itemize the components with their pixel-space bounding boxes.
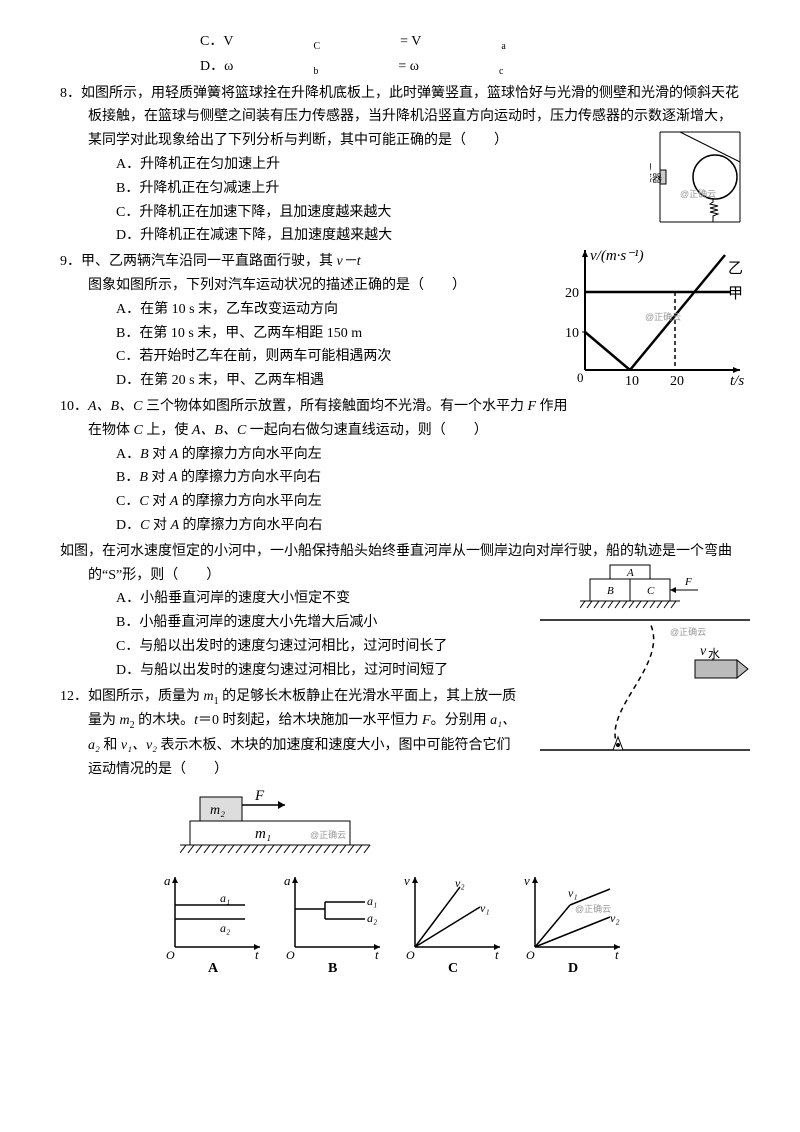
figure-vt-chart: 0 10 20 10 20 v/(m·s⁻¹) t/s 乙 甲 @正确云 xyxy=(555,240,750,390)
option-d: D．ωb = ωc xyxy=(200,55,583,80)
question-7-tail: C．VC = Va D．ωb = ωc xyxy=(60,30,740,80)
svg-text:@正确云: @正确云 xyxy=(310,829,346,840)
option-d: D．C 对 A 的摩擦力方向水平向右 xyxy=(116,514,740,538)
svg-text:a₂: a₂ xyxy=(220,921,230,935)
svg-text:t/s: t/s xyxy=(730,373,744,389)
option-b: B．B 对 A 的摩擦力方向水平向右 xyxy=(116,466,740,490)
svg-text:m₂: m₂ xyxy=(210,803,225,818)
svg-text:10: 10 xyxy=(625,374,639,389)
svg-text:O: O xyxy=(406,948,415,962)
option-a: A．升降机正在匀加速上升 xyxy=(116,153,740,177)
svg-text:D: D xyxy=(568,961,578,976)
figure-elevator-spring: 压力 传感器 @正确云 xyxy=(650,122,750,242)
question-10: 10．A、B、C 三个物体如图所示放置，所有接触面均不光滑。有一个水平力 F 作… xyxy=(60,395,740,538)
option-c: C．C 对 A 的摩擦力方向水平向左 xyxy=(116,490,740,514)
svg-text:F: F xyxy=(254,788,265,804)
svg-text:10: 10 xyxy=(565,326,579,341)
svg-text:a: a xyxy=(284,873,291,888)
svg-text:@正确云: @正确云 xyxy=(645,311,681,322)
svg-text:传感器: 传感器 xyxy=(650,172,662,185)
figure-answer-charts: O t a a₁ a₂ A O t a a₁ a₂ B xyxy=(60,867,740,977)
svg-text:v₁: v₁ xyxy=(480,901,490,915)
option-c: C．VC = Va xyxy=(200,30,586,55)
option-a: A．B 对 A 的摩擦力方向水平向左 xyxy=(116,443,740,467)
figure-block-on-board: m₂ F m₁ @正确云 xyxy=(60,787,740,867)
svg-text:@正确云: @正确云 xyxy=(680,188,716,199)
question-stem: 8．如图所示，用轻质弹簧将篮球拴在升降机底板上，此时弹簧竖直，篮球恰好与光滑的侧… xyxy=(60,82,740,153)
sensor-label: 压力 xyxy=(650,160,652,173)
svg-text:a₁: a₁ xyxy=(367,894,377,908)
svg-text:t: t xyxy=(615,947,619,962)
svg-text:B: B xyxy=(328,961,337,976)
svg-text:v₁: v₁ xyxy=(568,886,578,900)
question-12: 12．如图所示，质量为 m1 的足够长木板静止在光滑水平面上，其上放一质量为 m… xyxy=(60,685,740,785)
svg-text:a₂: a₂ xyxy=(367,911,377,925)
option-c: C．升降机正在加速下降，且加速度越来越大 xyxy=(116,201,740,225)
svg-text:a₁: a₁ xyxy=(220,891,230,905)
svg-text:O: O xyxy=(526,948,535,962)
figure-river-boat: v 水 @正确云 xyxy=(540,605,750,765)
svg-text:m₁: m₁ xyxy=(255,826,271,842)
svg-text:v: v xyxy=(700,644,707,659)
svg-text:乙: 乙 xyxy=(728,261,743,277)
svg-text:t: t xyxy=(255,947,259,962)
question-stem: 10．A、B、C 三个物体如图所示放置，所有接触面均不光滑。有一个水平力 F 作… xyxy=(60,395,740,443)
svg-text:v: v xyxy=(404,873,410,888)
svg-text:@正确云: @正确云 xyxy=(670,626,706,637)
svg-text:水: 水 xyxy=(708,647,720,661)
svg-text:O: O xyxy=(286,948,295,962)
svg-text:0: 0 xyxy=(577,370,584,385)
svg-text:t: t xyxy=(375,947,379,962)
question-stem: 如图，在河水速度恒定的小河中，一小船保持船头始终垂直河岸从一侧岸边向对岸行驶，船… xyxy=(60,540,740,588)
option-b: B．升降机正在匀减速上升 xyxy=(116,177,740,201)
svg-text:20: 20 xyxy=(670,374,684,389)
svg-text:C: C xyxy=(448,961,458,976)
svg-text:@正确云: @正确云 xyxy=(575,903,611,914)
svg-text:甲: 甲 xyxy=(728,286,743,302)
svg-text:v: v xyxy=(524,873,530,888)
svg-text:v₂: v₂ xyxy=(455,876,465,890)
svg-text:O: O xyxy=(166,948,175,962)
question-9: 9．甲、乙两辆汽车沿同一平直路面行驶，其 v－t 图象如图所示，下列对汽车运动状… xyxy=(60,250,740,393)
svg-text:A: A xyxy=(208,961,219,976)
svg-text:v/(m·s⁻¹): v/(m·s⁻¹) xyxy=(590,248,644,264)
svg-text:20: 20 xyxy=(565,286,579,301)
svg-text:a: a xyxy=(164,873,171,888)
question-8: 8．如图所示，用轻质弹簧将篮球拴在升降机底板上，此时弹簧竖直，篮球恰好与光滑的侧… xyxy=(60,82,740,249)
svg-text:t: t xyxy=(495,947,499,962)
svg-text:v₂: v₂ xyxy=(610,911,620,925)
